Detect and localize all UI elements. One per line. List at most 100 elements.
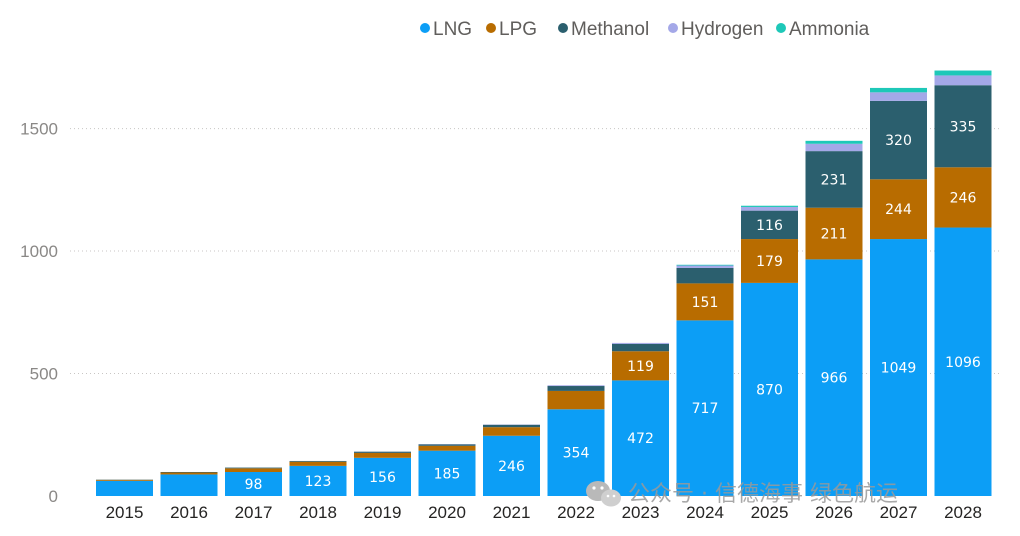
bar-methanol-2028[interactable] xyxy=(934,85,992,168)
legend-item-ammonia[interactable]: Ammonia xyxy=(776,19,870,40)
legend-marker xyxy=(668,23,678,33)
bar-hydrogen-2023[interactable] xyxy=(612,342,669,344)
data-label-methanol: 116 xyxy=(756,218,783,234)
bar-hydrogen-2025[interactable] xyxy=(741,206,798,211)
bar-lpg-2016[interactable] xyxy=(160,472,218,475)
legend-item-lpg[interactable]: LPG xyxy=(486,19,537,40)
x-tick-label: 2021 xyxy=(493,503,531,522)
data-label-lpg: 246 xyxy=(950,190,977,206)
bar-lpg-2028[interactable] xyxy=(934,167,992,228)
x-tick-label: 2023 xyxy=(622,503,660,522)
bar-methanol-2019[interactable] xyxy=(354,451,411,453)
data-label-lng: 98 xyxy=(245,477,263,493)
x-tick-label: 2024 xyxy=(686,503,724,522)
legend-marker xyxy=(558,23,568,33)
x-axis: 2015 2016 2017 2018 2019 2020 2021 2022 2023 2024… xyxy=(106,503,982,522)
data-label-lng: 185 xyxy=(434,466,461,482)
bar-lpg-2020[interactable] xyxy=(418,445,476,451)
x-tick-label: 2018 xyxy=(299,503,337,522)
legend-marker xyxy=(420,23,430,33)
data-label-lng: 354 xyxy=(563,446,590,462)
bar-ammonia-2024[interactable] xyxy=(676,264,734,266)
x-tick-label: 2020 xyxy=(428,503,466,522)
bar-lng-2017[interactable] xyxy=(225,471,282,496)
data-label-lng: 156 xyxy=(369,470,396,486)
bar-methanol-2022[interactable] xyxy=(547,386,605,391)
bar-hydrogen-2022[interactable] xyxy=(547,385,605,387)
bar-methanol-2024[interactable] xyxy=(676,267,734,284)
data-label-lng: 1096 xyxy=(945,355,981,371)
bar-methanol-2017[interactable] xyxy=(225,467,282,469)
bar-lng-2025[interactable] xyxy=(741,282,798,496)
bar-methanol-2027[interactable] xyxy=(870,100,927,180)
data-label-methanol: 335 xyxy=(950,119,977,135)
data-label-methanol: 231 xyxy=(821,172,848,188)
bar-lng-2026[interactable] xyxy=(805,259,863,496)
bar-lpg-2025[interactable] xyxy=(741,239,798,283)
x-tick-label: 2025 xyxy=(751,503,789,522)
bar-lpg-2023[interactable] xyxy=(612,351,669,381)
data-label-lpg: 179 xyxy=(756,254,783,270)
y-tick-label: 500 xyxy=(30,365,58,384)
data-label-lng: 870 xyxy=(756,382,783,398)
bar-lpg-2019[interactable] xyxy=(354,452,411,458)
bar-methanol-2018[interactable] xyxy=(289,460,347,462)
bar-lpg-2018[interactable] xyxy=(289,461,347,466)
legend-item-methanol[interactable]: Methanol xyxy=(558,19,649,40)
x-tick-label: 2026 xyxy=(815,503,853,522)
legend-item-hydrogen[interactable]: Hydrogen xyxy=(668,19,763,40)
x-tick-label: 2027 xyxy=(880,503,918,522)
bar-ammonia-2028[interactable] xyxy=(934,70,992,76)
bar-lng-2024[interactable] xyxy=(676,320,734,496)
bar-lng-2018[interactable] xyxy=(289,465,347,496)
x-tick-label: 2022 xyxy=(557,503,595,522)
legend[interactable]: LNG LPG Methanol Hydrogen Ammonia xyxy=(420,19,870,40)
bar-methanol-2020[interactable] xyxy=(418,444,476,446)
bar-ammonia-2026[interactable] xyxy=(805,140,863,144)
legend-marker xyxy=(486,23,496,33)
x-tick-label: 2015 xyxy=(106,503,144,522)
x-tick-label: 2028 xyxy=(944,503,982,522)
gridlines xyxy=(70,128,1000,375)
bar-lng-2027[interactable] xyxy=(870,239,927,496)
bar-lng-2019[interactable] xyxy=(354,457,411,496)
bar-lpg-2015[interactable] xyxy=(96,479,153,481)
bar-hydrogen-2027[interactable] xyxy=(870,92,927,101)
legend-marker xyxy=(776,23,786,33)
legend-label: LNG xyxy=(433,19,472,40)
bar-hydrogen-2026[interactable] xyxy=(805,143,863,152)
bar-lpg-2021[interactable] xyxy=(483,427,540,436)
bar-lng-2023[interactable] xyxy=(612,380,669,496)
bar-lpg-2024[interactable] xyxy=(676,283,734,321)
bar-lng-2028[interactable] xyxy=(934,227,992,497)
bar-ammonia-2027[interactable] xyxy=(870,87,927,93)
bar-lpg-2017[interactable] xyxy=(225,468,282,472)
bars xyxy=(96,70,992,497)
legend-label: Hydrogen xyxy=(681,19,763,40)
bar-hydrogen-2028[interactable] xyxy=(934,75,992,86)
bar-lpg-2022[interactable] xyxy=(547,390,605,410)
data-label-lpg: 244 xyxy=(885,202,912,218)
bar-lpg-2026[interactable] xyxy=(805,207,863,260)
bar-hydrogen-2024[interactable] xyxy=(676,265,734,268)
bar-lpg-2027[interactable] xyxy=(870,179,927,240)
legend-item-lng[interactable]: LNG xyxy=(420,19,472,40)
bar-methanol-2021[interactable] xyxy=(483,424,540,428)
data-labels: 98 123 156 185 246 354 472 119 717 151 870 179 116 96… xyxy=(245,119,981,493)
bar-lng-2021[interactable] xyxy=(483,435,540,496)
wechat-icon xyxy=(586,481,621,507)
data-label-lng: 1049 xyxy=(881,361,917,377)
bar-methanol-2025[interactable] xyxy=(741,210,798,240)
y-tick-label: 1500 xyxy=(20,120,58,139)
bar-lng-2016[interactable] xyxy=(160,474,218,496)
y-tick-label: 0 xyxy=(49,487,58,506)
bar-ammonia-2025[interactable] xyxy=(741,205,798,207)
x-tick-label: 2019 xyxy=(364,503,402,522)
y-axis: 0 500 1000 1500 xyxy=(20,120,58,506)
data-label-lng: 717 xyxy=(692,401,719,417)
bar-lng-2015[interactable] xyxy=(96,480,153,496)
bar-methanol-2023[interactable] xyxy=(612,343,669,352)
data-label-lng: 246 xyxy=(498,459,525,475)
bar-methanol-2026[interactable] xyxy=(805,151,863,208)
bar-lng-2020[interactable] xyxy=(418,450,476,496)
